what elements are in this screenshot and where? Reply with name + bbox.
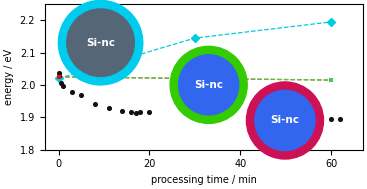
Point bbox=[192, 114, 198, 117]
Point bbox=[133, 112, 139, 115]
Point bbox=[92, 102, 98, 105]
Point bbox=[328, 117, 334, 120]
Point bbox=[119, 110, 125, 113]
Point bbox=[56, 71, 62, 74]
Point bbox=[146, 111, 152, 114]
Point bbox=[78, 94, 84, 97]
X-axis label: processing time / min: processing time / min bbox=[151, 175, 257, 185]
Text: Si-nc: Si-nc bbox=[270, 115, 299, 125]
Text: Si-nc: Si-nc bbox=[86, 38, 115, 48]
Point bbox=[337, 117, 343, 120]
Text: Si-nc: Si-nc bbox=[194, 80, 223, 90]
Point bbox=[137, 111, 143, 114]
Point bbox=[128, 111, 134, 114]
Point bbox=[58, 82, 64, 85]
Point bbox=[56, 74, 62, 77]
Y-axis label: energy / eV: energy / eV bbox=[4, 49, 14, 105]
Point bbox=[106, 107, 112, 110]
Point bbox=[196, 114, 202, 117]
Point bbox=[69, 91, 75, 94]
Point bbox=[60, 84, 66, 87]
